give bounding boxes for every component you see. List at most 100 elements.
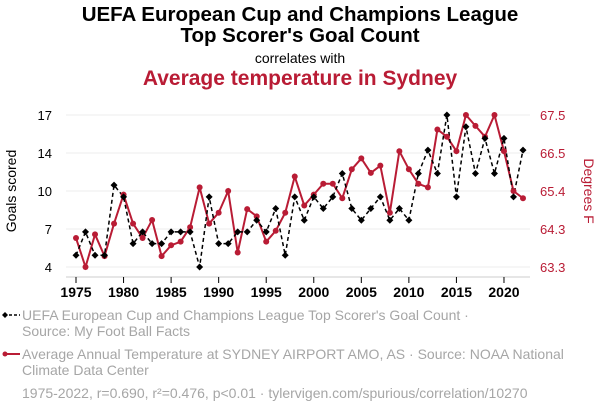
data-point-temperature <box>215 209 222 216</box>
data-point-temperature <box>396 148 403 155</box>
data-point-temperature <box>253 213 260 220</box>
data-point-temperature <box>329 180 336 187</box>
legend-label-goals-line1: UEFA European Cup and Champions League T… <box>22 307 469 323</box>
data-point-goals <box>129 240 137 248</box>
data-point-temperature <box>358 155 365 162</box>
data-point-goals <box>186 228 194 236</box>
data-point-goals <box>319 205 327 213</box>
chart-title-line1: UEFA European Cup and Champions League <box>81 3 519 26</box>
data-point-goals <box>348 205 356 213</box>
data-point-temperature <box>168 242 175 249</box>
data-point-temperature <box>472 122 479 129</box>
data-point-temperature <box>386 209 393 216</box>
data-point-goals <box>310 193 318 201</box>
y-tick-label-left: 4 <box>45 260 52 275</box>
x-tick-label: 2015 <box>441 284 472 300</box>
data-point-temperature <box>263 238 270 245</box>
data-point-goals <box>357 216 365 224</box>
data-point-goals <box>205 193 213 201</box>
data-point-temperature <box>187 224 194 231</box>
data-point-goals <box>177 228 185 236</box>
data-point-temperature <box>491 112 498 118</box>
data-point-goals <box>196 263 204 271</box>
data-point-goals <box>338 169 346 177</box>
data-point-goals <box>481 134 489 142</box>
data-point-temperature <box>73 235 79 242</box>
data-point-temperature <box>130 220 137 227</box>
data-point-temperature <box>196 184 203 191</box>
data-point-goals <box>243 228 251 236</box>
data-point-temperature <box>510 188 517 194</box>
legend-item-goals: UEFA European Cup and Champions League T… <box>22 307 469 339</box>
x-tick-label: 2010 <box>393 284 424 300</box>
data-point-goals <box>367 205 375 213</box>
data-point-goals <box>139 228 147 236</box>
data-point-temperature <box>500 148 507 155</box>
data-point-goals <box>462 123 470 131</box>
chart-title-secondary: Average temperature in Sydney <box>142 67 458 90</box>
data-point-goals <box>91 251 99 259</box>
chart-subtitle: correlates with <box>254 50 346 66</box>
data-point-goals <box>300 216 308 224</box>
data-point-temperature <box>272 227 279 234</box>
y-tick-label-right: 63.3 <box>540 260 565 275</box>
legend-label-temp-line2: Climate Data Center <box>22 362 149 378</box>
data-point-goals <box>490 169 498 177</box>
data-point-temperature <box>434 126 441 133</box>
data-point-goals <box>101 251 109 259</box>
y-tick-label-left: 10 <box>38 184 52 199</box>
data-point-goals <box>395 205 403 213</box>
data-point-goals <box>82 228 90 236</box>
data-point-temperature <box>206 220 213 227</box>
x-tick-label: 1995 <box>251 284 282 300</box>
data-point-temperature <box>520 195 526 202</box>
legend-label-goals-line2: Source: My Foot Ball Facts <box>22 323 191 339</box>
x-tick-label: 1980 <box>108 284 139 300</box>
data-point-goals <box>167 228 175 236</box>
data-point-goals <box>519 146 527 154</box>
data-point-temperature <box>301 202 308 209</box>
data-point-temperature <box>82 264 89 270</box>
y-tick-label-right: 65.4 <box>540 184 565 199</box>
data-point-temperature <box>405 166 412 173</box>
data-point-temperature <box>225 188 232 194</box>
y-tick-label-left: 14 <box>38 146 52 161</box>
data-point-goals <box>433 169 441 177</box>
x-tick-label: 1990 <box>203 284 234 300</box>
legend-label-temp-line1: Average Annual Temperature at SYDNEY AIR… <box>22 346 564 362</box>
data-point-temperature <box>111 220 118 227</box>
data-point-temperature <box>244 206 251 213</box>
data-point-temperature <box>234 249 241 256</box>
data-point-goals <box>110 181 118 189</box>
data-point-goals <box>234 228 242 236</box>
data-point-temperature <box>348 166 355 173</box>
y-tick-label-left: 17 <box>38 108 52 123</box>
data-point-goals <box>281 251 289 259</box>
data-point-goals <box>405 216 413 224</box>
data-point-temperature <box>462 112 469 118</box>
y-tick-label-right: 66.5 <box>540 146 565 161</box>
axes: 4 63.3 7 64.3 10 65.4 14 66.5 17 67.5 1975 1980 1985… <box>38 108 566 300</box>
x-tick-label: 1975 <box>60 284 91 300</box>
data-point-temperature <box>177 238 184 245</box>
data-point-goals <box>386 216 394 224</box>
data-point-temperature <box>367 169 374 176</box>
data-point-goals <box>424 146 432 154</box>
y-tick-label-left: 7 <box>45 222 52 237</box>
x-tick-label: 2000 <box>298 284 329 300</box>
data-point-goals <box>224 240 232 248</box>
data-point-goals <box>329 193 337 201</box>
data-point-goals <box>272 205 280 213</box>
legend-marker-goals <box>2 312 8 318</box>
x-tick-label: 2005 <box>346 284 377 300</box>
data-point-goals <box>452 193 460 201</box>
chart-title-line2: Top Scorer's Goal Count <box>180 24 420 47</box>
footer-stats: 1975-2022, r=0.690, r²=0.476, p<0.01 · t… <box>22 385 528 401</box>
data-point-temperature <box>291 173 298 180</box>
data-point-goals <box>509 193 517 201</box>
data-point-goals <box>72 251 80 259</box>
data-point-goals <box>215 240 223 248</box>
legend-marker-temperature <box>2 351 8 357</box>
data-point-temperature <box>424 184 431 191</box>
